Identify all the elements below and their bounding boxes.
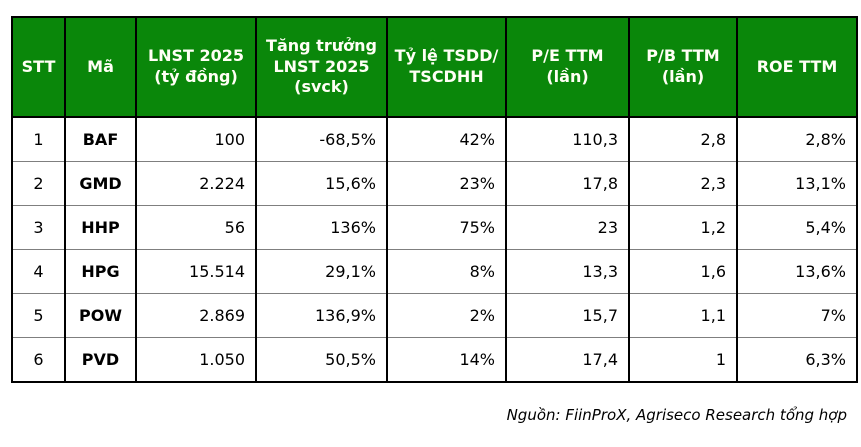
col-header-roe-ttm: ROE TTM <box>736 16 858 118</box>
pb-ttm-cell: 1,6 <box>628 249 738 294</box>
pb-ttm-cell: 1,2 <box>628 205 738 250</box>
tsdd-ratio-cell: 8% <box>386 249 507 294</box>
lnst-2025-cell: 2.869 <box>135 293 257 338</box>
lnst-2025-cell: 2.224 <box>135 161 257 206</box>
tsdd-ratio-cell: 23% <box>386 161 507 206</box>
col-header-lnst-2025: LNST 2025 (tỷ đồng) <box>135 16 257 118</box>
stt-cell: 5 <box>11 293 66 338</box>
lnst-2025-cell: 1.050 <box>135 337 257 383</box>
lnst-growth-cell: 50,5% <box>255 337 388 383</box>
stt-cell: 6 <box>11 337 66 383</box>
pe-ttm-cell: 17,4 <box>505 337 630 383</box>
roe-ttm-cell: 2,8% <box>736 116 858 162</box>
ticker-cell: BAF <box>64 116 137 162</box>
table-header-row: STT Mã LNST 2025 (tỷ đồng) Tăng trưởng L… <box>11 16 858 118</box>
pe-ttm-cell: 13,3 <box>505 249 630 294</box>
lnst-2025-cell: 100 <box>135 116 257 162</box>
ticker-cell: HPG <box>64 249 137 294</box>
pe-ttm-cell: 15,7 <box>505 293 630 338</box>
pe-ttm-cell: 110,3 <box>505 116 630 162</box>
col-header-lnst-growth: Tăng trưởng LNST 2025 (svck) <box>255 16 388 118</box>
ticker-cell: GMD <box>64 161 137 206</box>
lnst-growth-cell: 136% <box>255 205 388 250</box>
stt-cell: 4 <box>11 249 66 294</box>
table-row: 2 GMD 2.224 15,6% 23% 17,8 2,3 13,1% <box>11 161 858 206</box>
roe-ttm-cell: 5,4% <box>736 205 858 250</box>
stt-cell: 1 <box>11 116 66 162</box>
table-body: 1 BAF 100 -68,5% 42% 110,3 2,8 2,8% 2 GMD 2.224 15,… <box>11 116 858 383</box>
col-header-ticker: Mã <box>64 16 137 118</box>
ticker-cell: PVD <box>64 337 137 383</box>
pe-ttm-cell: 17,8 <box>505 161 630 206</box>
lnst-growth-cell: 136,9% <box>255 293 388 338</box>
pb-ttm-cell: 1 <box>628 337 738 383</box>
col-header-stt: STT <box>11 16 66 118</box>
pb-ttm-cell: 2,8 <box>628 116 738 162</box>
roe-ttm-cell: 6,3% <box>736 337 858 383</box>
source-note: Nguồn: FiinProX, Agriseco Research tổng … <box>506 406 847 424</box>
col-header-tsdd-ratio: Tỷ lệ TSDD/ TSCDHH <box>386 16 507 118</box>
table-row: 5 POW 2.869 136,9% 2% 15,7 1,1 7% <box>11 293 858 338</box>
lnst-growth-cell: -68,5% <box>255 116 388 162</box>
lnst-2025-cell: 56 <box>135 205 257 250</box>
stock-forecast-table: STT Mã LNST 2025 (tỷ đồng) Tăng trưởng L… <box>11 16 858 383</box>
lnst-growth-cell: 29,1% <box>255 249 388 294</box>
stt-cell: 2 <box>11 161 66 206</box>
tsdd-ratio-cell: 14% <box>386 337 507 383</box>
col-header-pe-ttm: P/E TTM (lần) <box>505 16 630 118</box>
tsdd-ratio-cell: 42% <box>386 116 507 162</box>
roe-ttm-cell: 7% <box>736 293 858 338</box>
stt-cell: 3 <box>11 205 66 250</box>
lnst-growth-cell: 15,6% <box>255 161 388 206</box>
table-row: 3 HHP 56 136% 75% 23 1,2 5,4% <box>11 205 858 250</box>
roe-ttm-cell: 13,1% <box>736 161 858 206</box>
pb-ttm-cell: 1,1 <box>628 293 738 338</box>
tsdd-ratio-cell: 2% <box>386 293 507 338</box>
table-row: 1 BAF 100 -68,5% 42% 110,3 2,8 2,8% <box>11 116 858 162</box>
ticker-cell: HHP <box>64 205 137 250</box>
pb-ttm-cell: 2,3 <box>628 161 738 206</box>
pe-ttm-cell: 23 <box>505 205 630 250</box>
roe-ttm-cell: 13,6% <box>736 249 858 294</box>
lnst-2025-cell: 15.514 <box>135 249 257 294</box>
tsdd-ratio-cell: 75% <box>386 205 507 250</box>
ticker-cell: POW <box>64 293 137 338</box>
table-row: 6 PVD 1.050 50,5% 14% 17,4 1 6,3% <box>11 337 858 383</box>
col-header-pb-ttm: P/B TTM (lần) <box>628 16 738 118</box>
table-row: 4 HPG 15.514 29,1% 8% 13,3 1,6 13,6% <box>11 249 858 294</box>
